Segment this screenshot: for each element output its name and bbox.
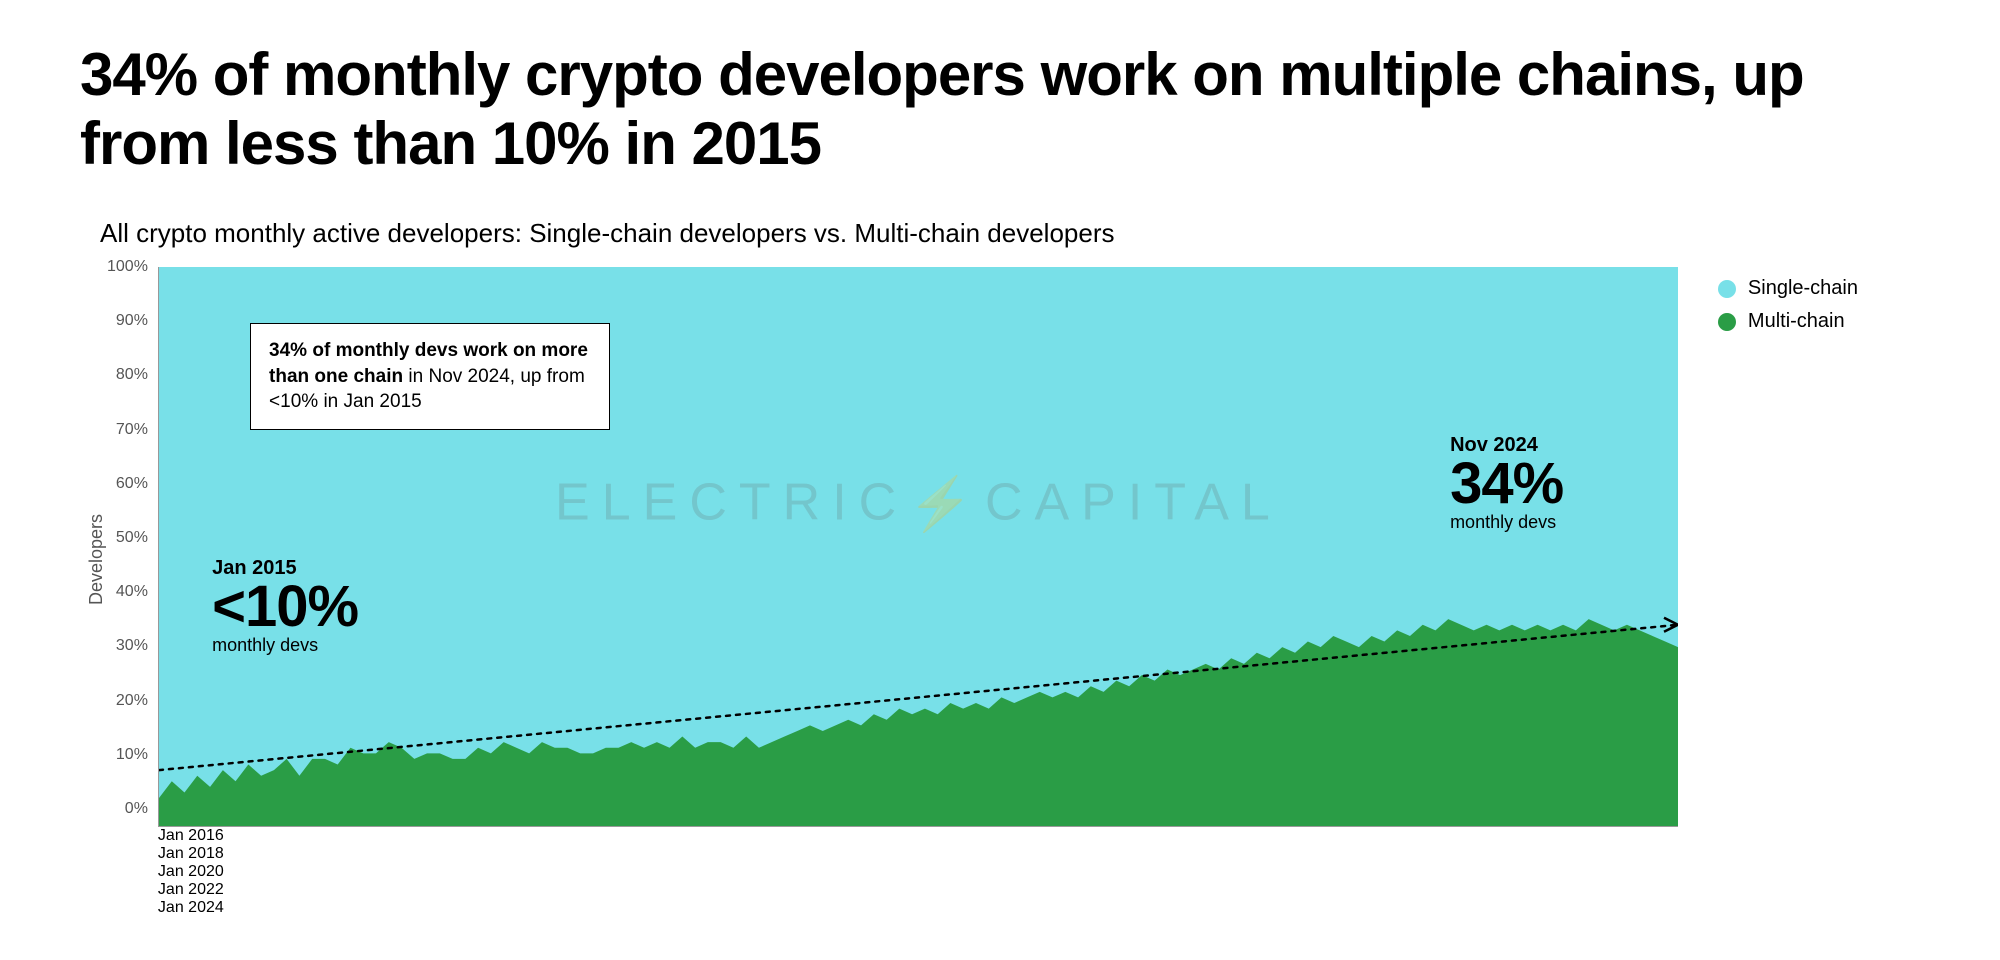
legend: Single-chain Multi-chain — [1718, 277, 1858, 343]
x-tick-label: Jan 2022 — [158, 881, 1678, 899]
x-tick-label: Jan 2018 — [158, 845, 1678, 863]
x-axis-ticks: Jan 2016Jan 2018Jan 2020Jan 2022Jan 2024 — [158, 827, 1678, 851]
y-tick-label: 10% — [107, 746, 148, 764]
y-axis-ticks: 100%90%80%70%60%50%40%30%20%10%0% — [107, 267, 158, 827]
y-axis-label: Developers — [80, 279, 107, 839]
y-tick-label: 0% — [107, 800, 148, 818]
y-tick-label: 100% — [107, 258, 148, 276]
legend-label: Single-chain — [1748, 277, 1858, 300]
chart-container: Developers 100%90%80%70%60%50%40%30%20%1… — [80, 267, 1920, 851]
annotation-left: Jan 2015 <10% monthly devs — [212, 558, 358, 654]
y-tick-label: 60% — [107, 475, 148, 493]
y-tick-label: 50% — [107, 529, 148, 547]
plot-area: ELECTRIC ⚡ CAPITAL 34% of monthly devs w… — [158, 267, 1678, 827]
annotation-right: Nov 2024 34% monthly devs — [1450, 435, 1563, 531]
legend-label: Multi-chain — [1748, 310, 1845, 333]
y-tick-label: 40% — [107, 583, 148, 601]
x-tick-label: Jan 2020 — [158, 863, 1678, 881]
y-tick-label: 90% — [107, 312, 148, 330]
legend-swatch — [1718, 280, 1736, 298]
callout-box: 34% of monthly devs work on more than on… — [250, 323, 610, 430]
chart-subtitle: All crypto monthly active developers: Si… — [100, 218, 1920, 249]
legend-item: Single-chain — [1718, 277, 1858, 300]
legend-swatch — [1718, 313, 1736, 331]
legend-item: Multi-chain — [1718, 310, 1858, 333]
chart-title: 34% of monthly crypto developers work on… — [80, 40, 1920, 178]
x-tick-label: Jan 2016 — [158, 827, 1678, 845]
y-tick-label: 80% — [107, 366, 148, 384]
y-tick-label: 70% — [107, 421, 148, 439]
y-tick-label: 20% — [107, 692, 148, 710]
y-tick-label: 30% — [107, 637, 148, 655]
x-tick-label: Jan 2024 — [158, 899, 1678, 917]
